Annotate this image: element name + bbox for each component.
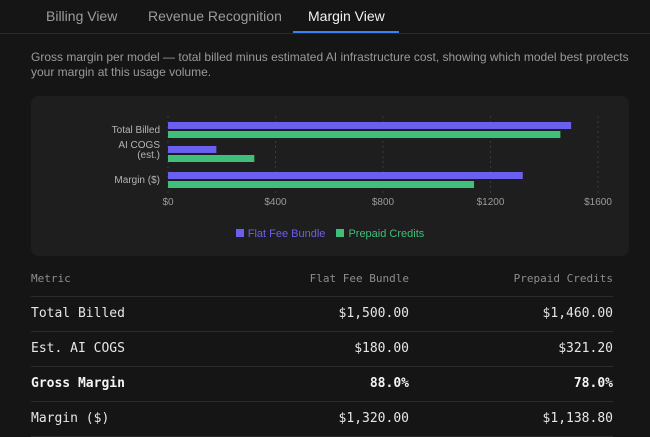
tab-billing-view[interactable]: Billing View — [46, 8, 118, 24]
table-cell: $1,500.00 — [338, 306, 409, 321]
tab-bar: Billing View Revenue Recognition Margin … — [0, 0, 650, 34]
y-tick-label: (est.) — [137, 150, 160, 161]
margin-bar-chart: $0 $400 $800 $1200 $1600 Total Billed AI COGS(… — [112, 116, 612, 208]
margin-table: Metric Flat Fee Bundle Prepaid Credits T… — [31, 262, 613, 437]
legend-item-prepaid: Prepaid Credits — [336, 228, 424, 240]
table-row-ai-cogs: Est. AI COGS $180.00 $321.20 — [31, 332, 613, 367]
table-cell: $1,460.00 — [542, 306, 613, 321]
legend-swatch-prepaid — [336, 229, 345, 237]
table-row-total-billed: Total Billed $1,500.00 $1,460.00 — [31, 297, 613, 332]
x-tick-label: $1200 — [477, 197, 505, 208]
x-tick-label: $0 — [162, 197, 174, 208]
bar-prepaid — [168, 155, 255, 162]
legend-item-flat-fee: Flat Fee Bundle — [235, 228, 326, 240]
table-cell: $321.20 — [558, 341, 613, 356]
y-tick-label: Total Billed — [112, 125, 160, 136]
tab-margin-view[interactable]: Margin View — [308, 8, 385, 24]
bar-flat-fee — [168, 146, 217, 153]
bar-prepaid — [168, 131, 561, 138]
header-prepaid: Prepaid Credits — [513, 272, 613, 285]
active-tab-indicator — [293, 31, 399, 33]
legend-swatch-flat-fee — [235, 229, 244, 237]
table-header-row: Metric Flat Fee Bundle Prepaid Credits — [31, 262, 613, 297]
bar-flat-fee — [168, 172, 523, 179]
legend-label-prepaid: Prepaid Credits — [348, 228, 425, 240]
y-tick-label: Margin ($) — [114, 175, 160, 186]
table-row-gross-margin: Gross Margin 88.0% 78.0% — [31, 367, 613, 402]
legend-label-flat-fee: Flat Fee Bundle — [247, 228, 326, 240]
table-cell: 78.0% — [573, 376, 613, 391]
header-flat-fee: Flat Fee Bundle — [309, 272, 409, 285]
x-tick-label: $800 — [372, 197, 395, 208]
x-tick-label: $1600 — [584, 197, 612, 208]
tab-divider — [0, 33, 650, 34]
table-cell: 88.0% — [369, 376, 409, 391]
table-cell: Est. AI COGS — [31, 341, 125, 356]
table-cell: $1,320.00 — [338, 411, 409, 426]
table-cell: Total Billed — [31, 306, 125, 321]
y-tick-label: AI COGS — [118, 140, 160, 151]
table-cell: Margin ($) — [31, 411, 110, 426]
table-cell: $180.00 — [354, 341, 409, 356]
tab-revenue-recognition[interactable]: Revenue Recognition — [148, 8, 282, 24]
header-metric: Metric — [31, 272, 71, 285]
bar-prepaid — [168, 181, 475, 188]
table-cell: Gross Margin — [31, 376, 125, 391]
table-cell: $1,138.80 — [542, 411, 613, 426]
margin-description: Gross margin per model — total billed mi… — [31, 50, 629, 79]
margin-chart-card: $0 $400 $800 $1200 $1600 Total Billed AI COGS(… — [31, 96, 629, 256]
bar-flat-fee — [168, 122, 572, 129]
table-row-margin-dollars: Margin ($) $1,320.00 $1,138.80 — [31, 402, 613, 437]
chart-legend: Flat Fee Bundle Prepaid Credits — [31, 228, 629, 240]
x-tick-label: $400 — [264, 197, 287, 208]
